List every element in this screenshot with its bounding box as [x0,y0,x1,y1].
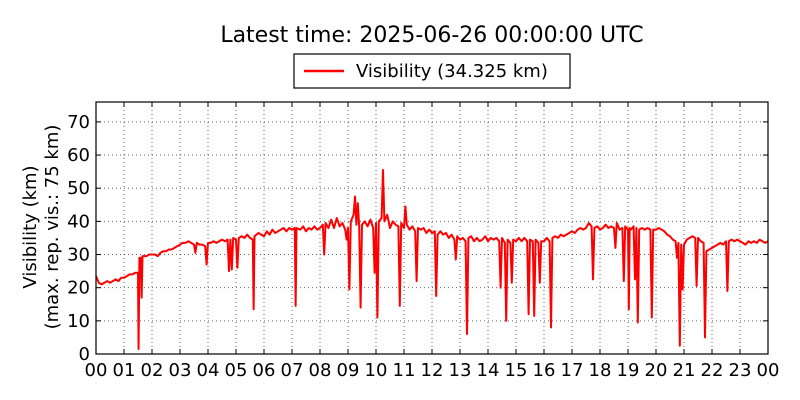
x-tick-label: 17 [561,360,584,381]
grid [96,102,768,354]
x-tick-label: 16 [533,360,556,381]
x-tick-label: 21 [673,360,696,381]
legend-label: Visibility (34.325 km) [356,61,548,82]
x-tick-label: 06 [253,360,276,381]
legend: Visibility (34.325 km) [293,53,571,89]
x-tick-label: 14 [477,360,500,381]
x-tick-label: 18 [589,360,612,381]
x-tick-label: 13 [449,360,472,381]
x-tick-label: 00 [85,360,108,381]
x-tick-label: 02 [141,360,164,381]
x-tick-label: 01 [113,360,136,381]
y-tick-label: 0 [79,344,90,365]
x-tick-label: 15 [505,360,528,381]
plot-frame [95,101,769,355]
x-tick-label: 22 [701,360,724,381]
x-tick-label: 05 [225,360,248,381]
y-axis-label-line1: Visibility (km) [20,165,41,288]
y-axis-label-line2: (max. rep. vis.: 75 km) [42,125,63,330]
x-tick-label: 23 [729,360,752,381]
x-tick-label: 11 [393,360,416,381]
x-tick-label: 20 [645,360,668,381]
y-tick-label: 10 [67,311,90,332]
y-tick-label: 20 [67,278,90,299]
series-layer [95,168,769,351]
visibility-series-line [95,168,769,351]
y-tick-label: 40 [67,211,90,232]
x-tick-label: 10 [365,360,388,381]
x-tick-label: 07 [281,360,304,381]
y-tick-label: 30 [67,245,90,266]
x-tick-label: 04 [197,360,220,381]
y-tick-label: 60 [67,145,90,166]
x-tick-label: 03 [169,360,192,381]
x-tick-label: 00 [757,360,780,381]
chart-title: Latest time: 2025-06-26 00:00:00 UTC [220,23,643,48]
y-tick-label: 50 [67,178,90,199]
x-tick-label: 12 [421,360,444,381]
x-tick-label: 09 [337,360,360,381]
y-tick-label: 70 [67,112,90,133]
x-tick-label: 08 [309,360,332,381]
x-tick-label: 19 [617,360,640,381]
